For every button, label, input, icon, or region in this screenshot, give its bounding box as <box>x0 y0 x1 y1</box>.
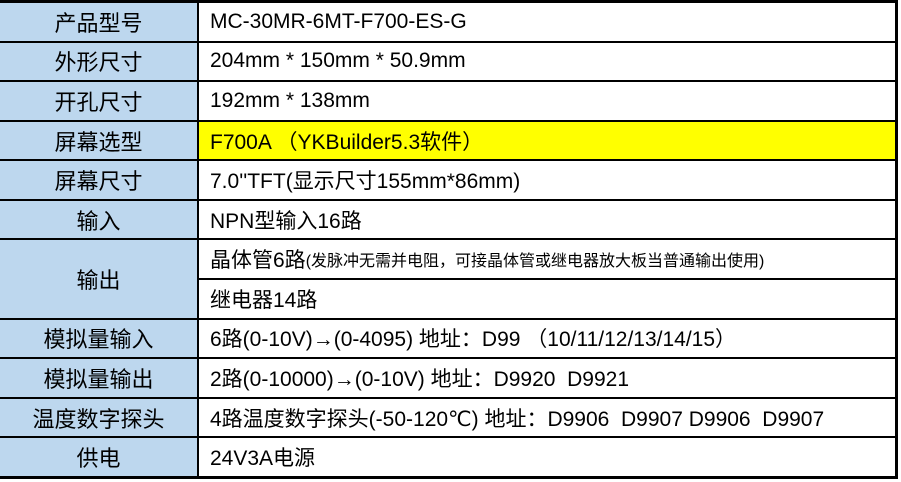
output-transistor-note: (发脉冲无需并电阻，可接晶体管或继电器放大板当普通输出使用) <box>305 253 765 271</box>
spec-label-analog-output: 模拟量输出 <box>0 359 197 397</box>
spec-value-output-relay: 继电器14路 <box>199 280 895 318</box>
spec-label-output: 输出 <box>0 240 197 318</box>
spec-label-analog-input: 模拟量输入 <box>0 319 197 358</box>
output-transistor-main: 晶体管6路 <box>210 249 306 273</box>
spec-value-analog-input: 6路(0-10V)→(0-4095) 地址：D99 （10/11/12/13/1… <box>199 319 895 358</box>
spec-value-screen-size: 7.0''TFT(显示尺寸155mm*86mm) <box>199 161 895 199</box>
spec-label-input: 输入 <box>0 200 197 239</box>
spec-value-input: NPN型输入16路 <box>199 200 895 239</box>
spec-label-power: 供电 <box>0 438 197 476</box>
spec-label-temp-probe: 温度数字探头 <box>0 398 197 437</box>
spec-value-output-transistor: 晶体管6路 (发脉冲无需并电阻，可接晶体管或继电器放大板当普通输出使用) <box>199 240 895 279</box>
spec-label-screen-size: 屏幕尺寸 <box>0 161 197 199</box>
spec-label-screen-model: 屏幕选型 <box>0 121 197 160</box>
spec-label-product-model: 产品型号 <box>0 3 197 41</box>
spec-label-cutout-size: 开孔尺寸 <box>0 82 197 120</box>
spec-value-analog-output: 2路(0-10000)→(0-10V) 地址：D9920 D9921 <box>199 359 895 397</box>
spec-value-power: 24V3A电源 <box>199 438 895 476</box>
spec-value-product-model: MC-30MR-6MT-F700-ES-G <box>199 3 895 41</box>
spec-value-temp-probe: 4路温度数字探头(-50-120℃) 地址：D9906 D9907 D9906 … <box>199 398 895 437</box>
spec-value-screen-model-highlighted: F700A （YKBuilder5.3软件） <box>199 121 895 160</box>
spec-value-cutout-size: 192mm * 138mm <box>199 82 895 120</box>
spec-label-outer-size: 外形尺寸 <box>0 42 197 81</box>
spec-value-outer-size: 204mm * 150mm * 50.9mm <box>199 42 895 81</box>
